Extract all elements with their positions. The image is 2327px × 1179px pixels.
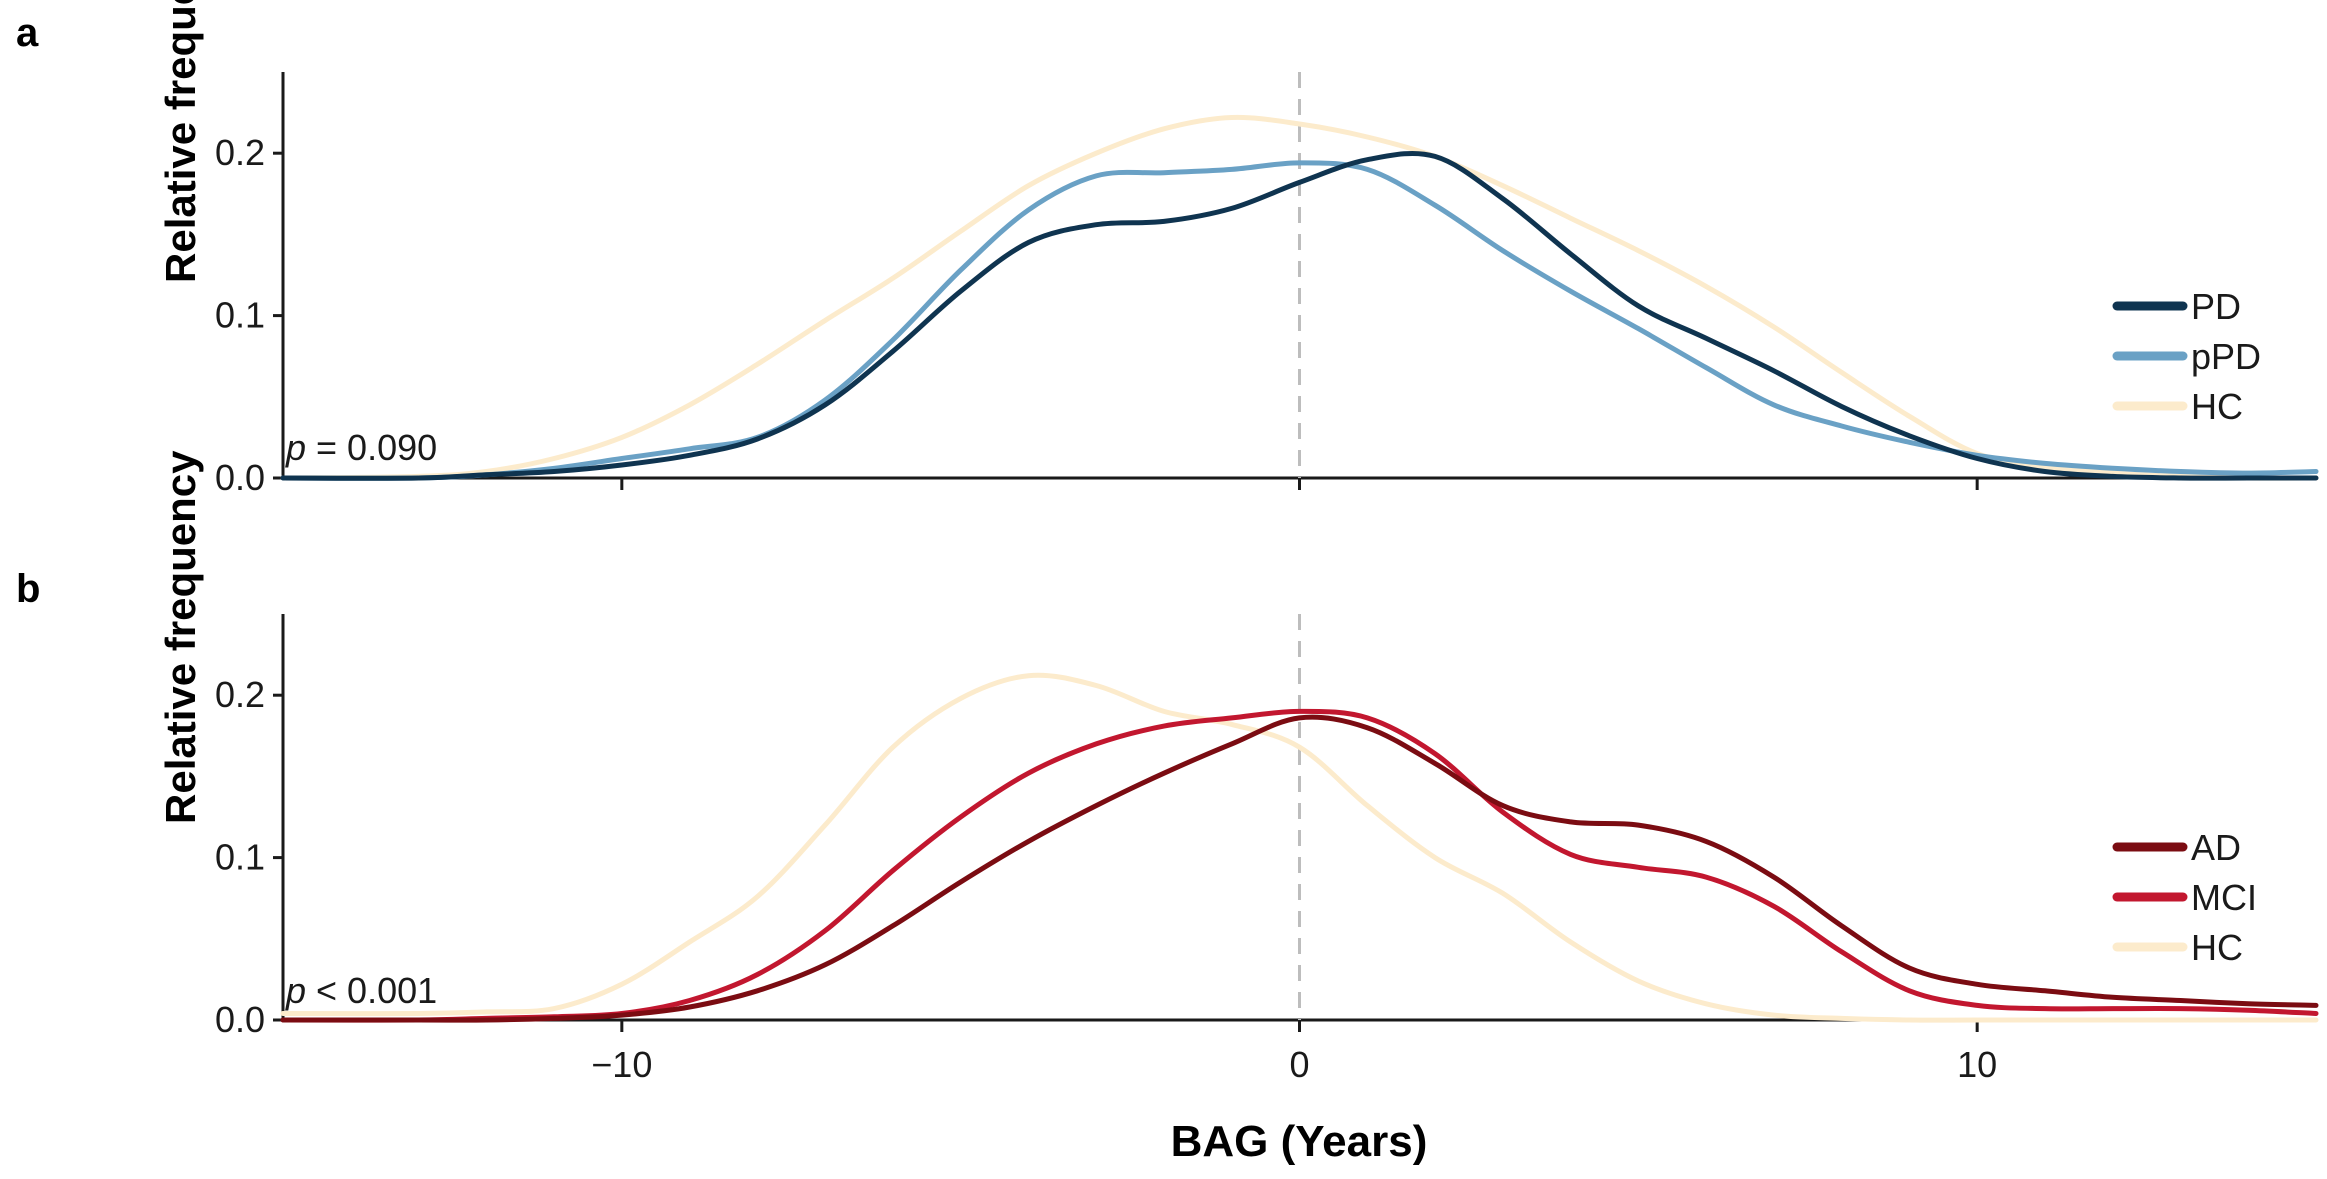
panel-a-p-symbol: p (285, 427, 306, 468)
panel-a-ylabel: Relative frequency (157, 0, 204, 283)
y-tick-label: 0.0 (215, 999, 265, 1040)
y-tick-label: 0.1 (215, 295, 265, 336)
series-line-hc (280, 672, 2319, 1023)
panel-b-p-text: < 0.001 (306, 970, 437, 1011)
panel-b-curves (280, 672, 2319, 1023)
x-tick-label: −10 (591, 1044, 652, 1085)
panel-b: b Relative frequency 0.0 0.1 0.2 AD MCI HC p… (16, 450, 2319, 1040)
series-line-ppd (280, 160, 2319, 481)
legend-label-hc: HC (2191, 386, 2243, 427)
panel-a-p-text: = 0.090 (306, 427, 437, 468)
panel-a-p-value: p = 0.090 (285, 427, 437, 468)
y-tick-label: 0.2 (215, 674, 265, 715)
legend-label-ppd: pPD (2191, 336, 2261, 377)
panel-b-legend: AD MCI HC (2112, 827, 2257, 968)
series-line-ad (280, 714, 2319, 1023)
panel-a-curves (280, 114, 2319, 481)
panel-a-axes: 0.0 0.1 0.2 (215, 72, 2316, 498)
panel-b-ylabel: Relative frequency (157, 450, 204, 824)
panel-b-p-value: p < 0.001 (285, 970, 437, 1011)
x-axis-label: BAG (Years) (1171, 1117, 1428, 1166)
panel-a-legend: PD pPD HC (2112, 286, 2261, 427)
y-tick-label: 0.2 (215, 132, 265, 173)
series-line-mci (280, 708, 2319, 1023)
x-tick-label: 10 (1957, 1044, 1997, 1085)
panel-b-letter: b (16, 567, 40, 611)
legend-label-pd: PD (2191, 286, 2241, 327)
series-line-pd (280, 150, 2319, 481)
panel-a: a Relative frequency 0.0 0.1 0.2 PD pPD HC p… (16, 0, 2319, 498)
panel-b-axes: 0.0 0.1 0.2 (215, 614, 2316, 1040)
legend-label-hc: HC (2191, 927, 2243, 968)
legend-label-mci: MCI (2191, 877, 2257, 918)
legend-label-ad: AD (2191, 827, 2241, 868)
panel-b-p-symbol: p (285, 970, 306, 1011)
y-tick-label: 0.0 (215, 457, 265, 498)
x-tick-labels: −10 0 10 (591, 1044, 1997, 1085)
y-tick-label: 0.1 (215, 837, 265, 878)
x-tick-label: 0 (1289, 1044, 1309, 1085)
panel-a-letter: a (16, 11, 39, 55)
